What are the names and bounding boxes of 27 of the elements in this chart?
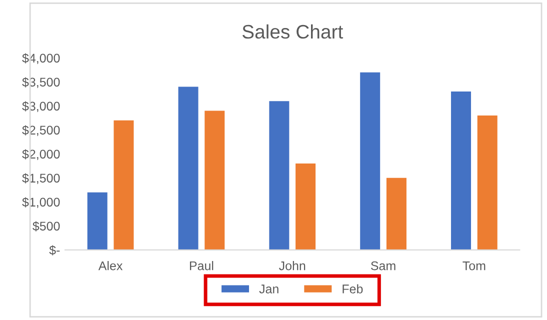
y-tick-label: $3,000 <box>22 101 60 112</box>
y-tick-label: $3,500 <box>22 77 60 88</box>
y-tick-label: $- <box>49 245 60 256</box>
x-tick-label: John <box>279 261 306 270</box>
bar <box>360 72 380 250</box>
legend-label: Jan <box>259 284 278 294</box>
bar <box>204 110 225 250</box>
chart-title: Sales Chart <box>242 24 344 39</box>
x-tick-label: Tom <box>462 261 486 270</box>
bar <box>477 116 498 250</box>
bar <box>114 120 134 250</box>
bar <box>296 164 316 250</box>
bar <box>269 101 290 250</box>
x-tick-label: Alex <box>98 261 123 270</box>
y-tick-label: $2,000 <box>22 149 60 160</box>
bar <box>386 178 406 250</box>
y-tick-label: $2,500 <box>22 125 60 136</box>
x-tick-label: Sam <box>371 261 396 270</box>
bar <box>178 86 198 250</box>
y-tick-label: $4,000 <box>22 53 60 64</box>
bar <box>451 92 472 250</box>
bar <box>87 192 108 250</box>
y-tick-label: $1,500 <box>22 173 60 184</box>
y-tick-label: $1,000 <box>22 197 60 208</box>
legend-label: Feb <box>342 284 363 294</box>
x-tick-label: Paul <box>190 261 214 270</box>
y-tick-label: $500 <box>32 221 60 232</box>
